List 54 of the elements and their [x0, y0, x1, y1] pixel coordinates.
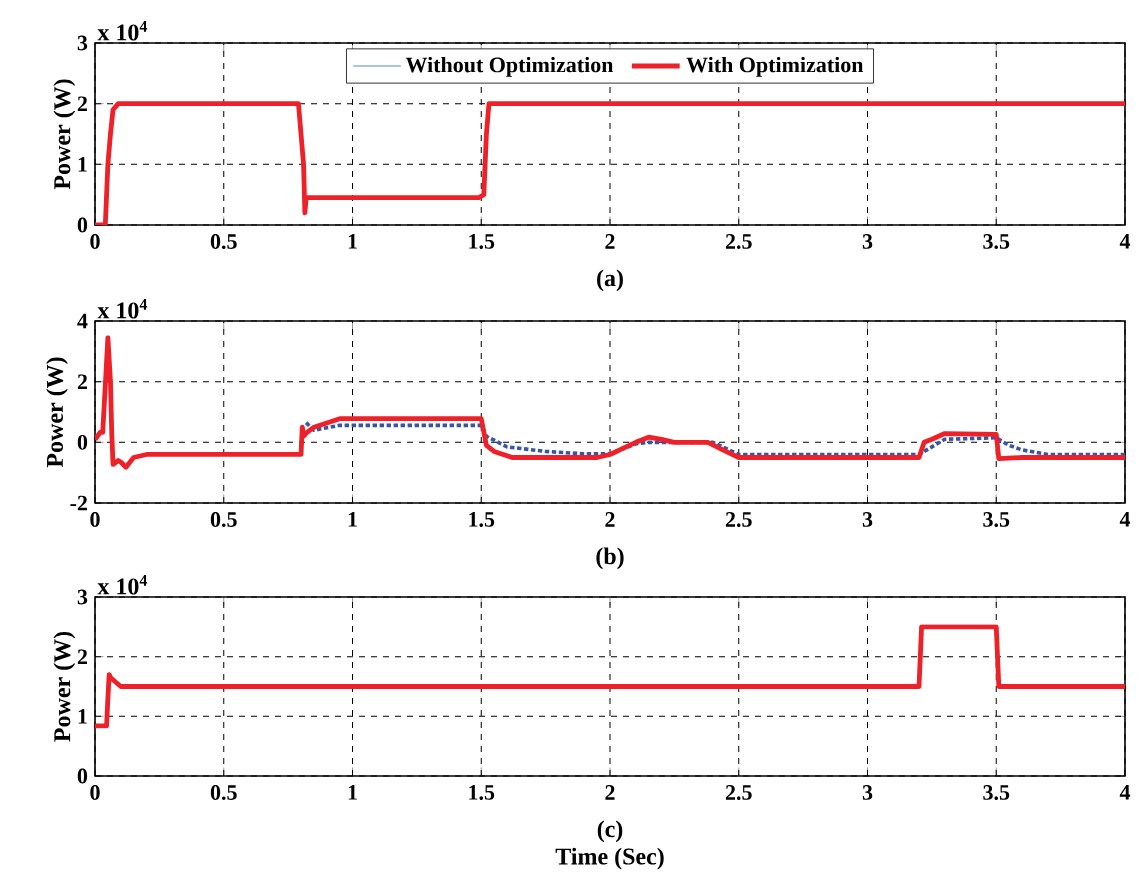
x-tick-label: 1.5	[469, 785, 495, 800]
text: (a)	[597, 269, 623, 292]
text: x 10$^{4}$	[97, 299, 148, 319]
text: x 10$^{4}$	[97, 575, 148, 595]
legend-label: Without Optimization	[405, 56, 614, 77]
legend-label: With Optimization	[686, 56, 864, 77]
y-tick-label: 0	[77, 434, 88, 450]
x-tick-label: 0	[90, 785, 100, 800]
x-tick-label: 2.5	[725, 785, 752, 800]
text: x 10$^{4}$	[97, 21, 148, 41]
x-tick-label: 2.5	[725, 512, 752, 527]
x-tick-label: 1	[348, 512, 357, 527]
y-tick-label: 3	[77, 35, 88, 51]
y-axis-title: Power (W)	[53, 631, 76, 742]
line-series	[95, 624, 1125, 729]
y-tick-label: 4	[77, 313, 88, 329]
x-tick-label: 2	[605, 785, 615, 800]
y-axis-title: Power (W)	[53, 79, 76, 190]
x-tick-label: 3	[862, 785, 873, 800]
y-tick-label: 2	[77, 96, 87, 111]
line-series	[304, 420, 1125, 457]
x-tick-label: 3	[862, 234, 873, 249]
x-tick-label: 0.5	[210, 234, 237, 250]
x-tick-label: 0.5	[210, 785, 237, 801]
line-series	[95, 335, 1125, 470]
y-tick-label: 0	[77, 217, 88, 233]
y-tick-label: 2	[77, 649, 87, 664]
x-tick-label: 1.5	[469, 512, 495, 527]
y-tick-label: 2	[77, 374, 87, 389]
x-tick-label: 4	[1119, 512, 1131, 527]
x-axis-title: Time (Sec)	[555, 847, 664, 870]
text: (b)	[596, 547, 624, 570]
x-tick-label: 3.5	[983, 785, 1010, 800]
x-tick-label: 0.5	[210, 512, 237, 528]
text: (c)	[597, 820, 623, 843]
x-tick-label: 2.5	[725, 234, 752, 249]
y-tick-label: -2	[70, 495, 87, 511]
y-axis-title: Power (W)	[46, 357, 68, 468]
x-tick-label: 4	[1119, 785, 1131, 800]
x-tick-label: 0	[90, 234, 100, 249]
x-tick-label: 0	[90, 512, 100, 527]
x-tick-label: 2	[605, 512, 615, 527]
x-tick-label: 1	[348, 785, 357, 800]
y-tick-label: 0	[77, 768, 88, 784]
x-tick-label: 3.5	[983, 512, 1010, 527]
y-tick-label: 1	[78, 157, 87, 172]
x-tick-label: 3	[862, 512, 873, 527]
x-tick-label: 2	[605, 234, 615, 249]
y-tick-label: 1	[78, 709, 87, 724]
x-tick-label: 1	[348, 234, 357, 249]
x-tick-label: 3.5	[983, 234, 1010, 249]
y-tick-label: 3	[77, 589, 88, 605]
x-tick-label: 4	[1119, 234, 1131, 249]
x-tick-label: 1.5	[469, 234, 495, 249]
